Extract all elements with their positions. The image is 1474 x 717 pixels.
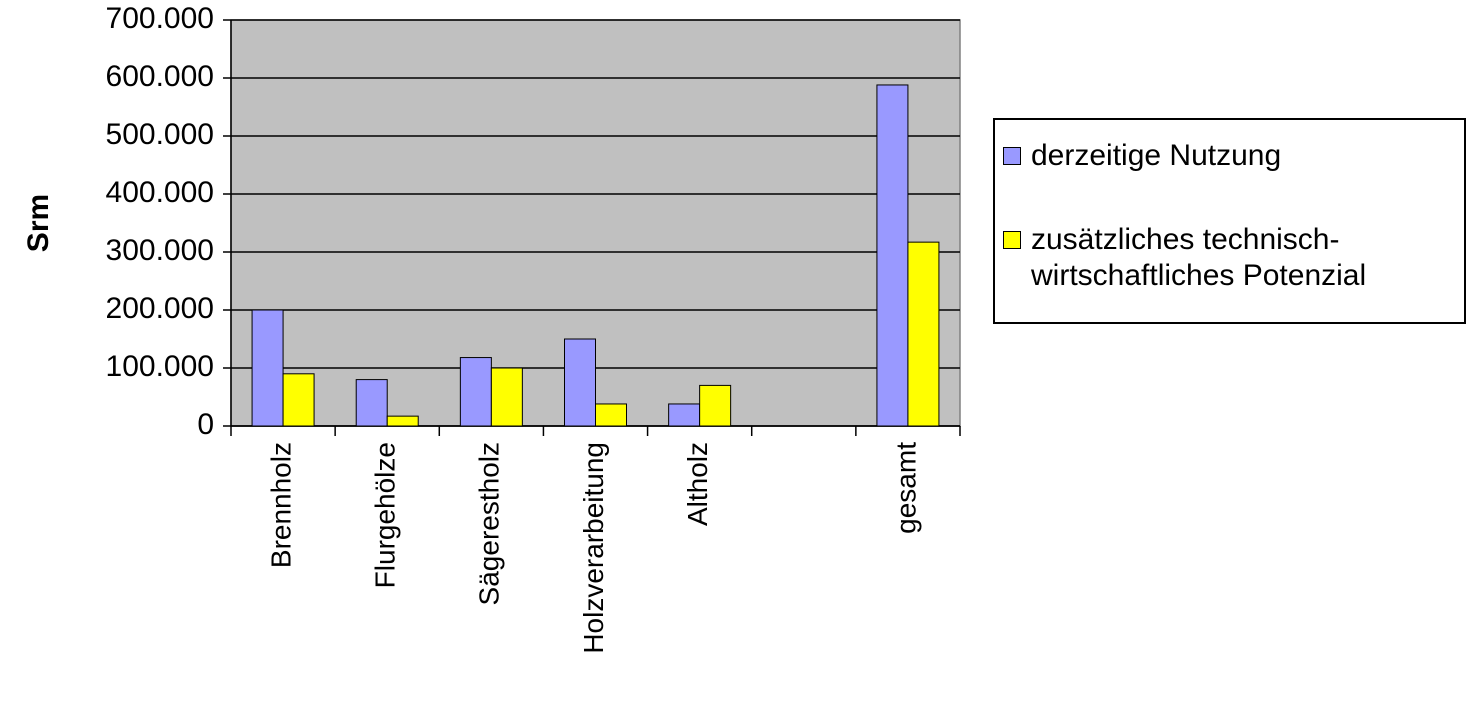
legend-swatch (1003, 147, 1021, 165)
bar (668, 403, 701, 427)
x-tick-label: gesamt (890, 442, 921, 534)
legend-label: zusätzliches technisch-wirtschaftliches … (1031, 223, 1367, 292)
legend: derzeitige Nutzung zusätzliches technisch… (993, 118, 1466, 324)
y-tick-label: 100.000 (106, 350, 214, 383)
legend-label: derzeitige Nutzung (1031, 139, 1282, 172)
bar (490, 367, 523, 427)
y-axis-label: Srm (22, 194, 55, 252)
bar (564, 338, 596, 427)
bar (459, 357, 492, 427)
x-tick-label: Sägerestholz (474, 442, 505, 605)
bar (251, 309, 284, 427)
y-tick-label: 0 (197, 408, 214, 441)
y-tick-label: 300.000 (106, 234, 214, 267)
legend-entry: zusätzliches technisch-wirtschaftliches … (1003, 222, 1461, 294)
y-tick-label: 700.000 (106, 2, 214, 35)
x-tick-label: Holzverarbeitung (578, 442, 609, 654)
legend-swatch (1003, 231, 1021, 249)
bar (699, 384, 732, 427)
y-tick-label: 400.000 (106, 176, 214, 209)
bar (282, 373, 315, 427)
y-tick-label: 200.000 (106, 292, 214, 325)
x-tick-label: Brennholz (265, 442, 296, 568)
x-tick-label: Altholz (682, 442, 713, 526)
y-tick-label: 500.000 (106, 118, 214, 151)
bar (595, 403, 627, 427)
legend-entry: derzeitige Nutzung (1003, 138, 1461, 174)
x-tick-label: Flurgehölze (370, 442, 401, 588)
bar (386, 415, 419, 427)
bar (907, 241, 940, 427)
y-tick-label: 600.000 (106, 60, 214, 93)
bar (355, 379, 388, 427)
bar (876, 84, 909, 427)
